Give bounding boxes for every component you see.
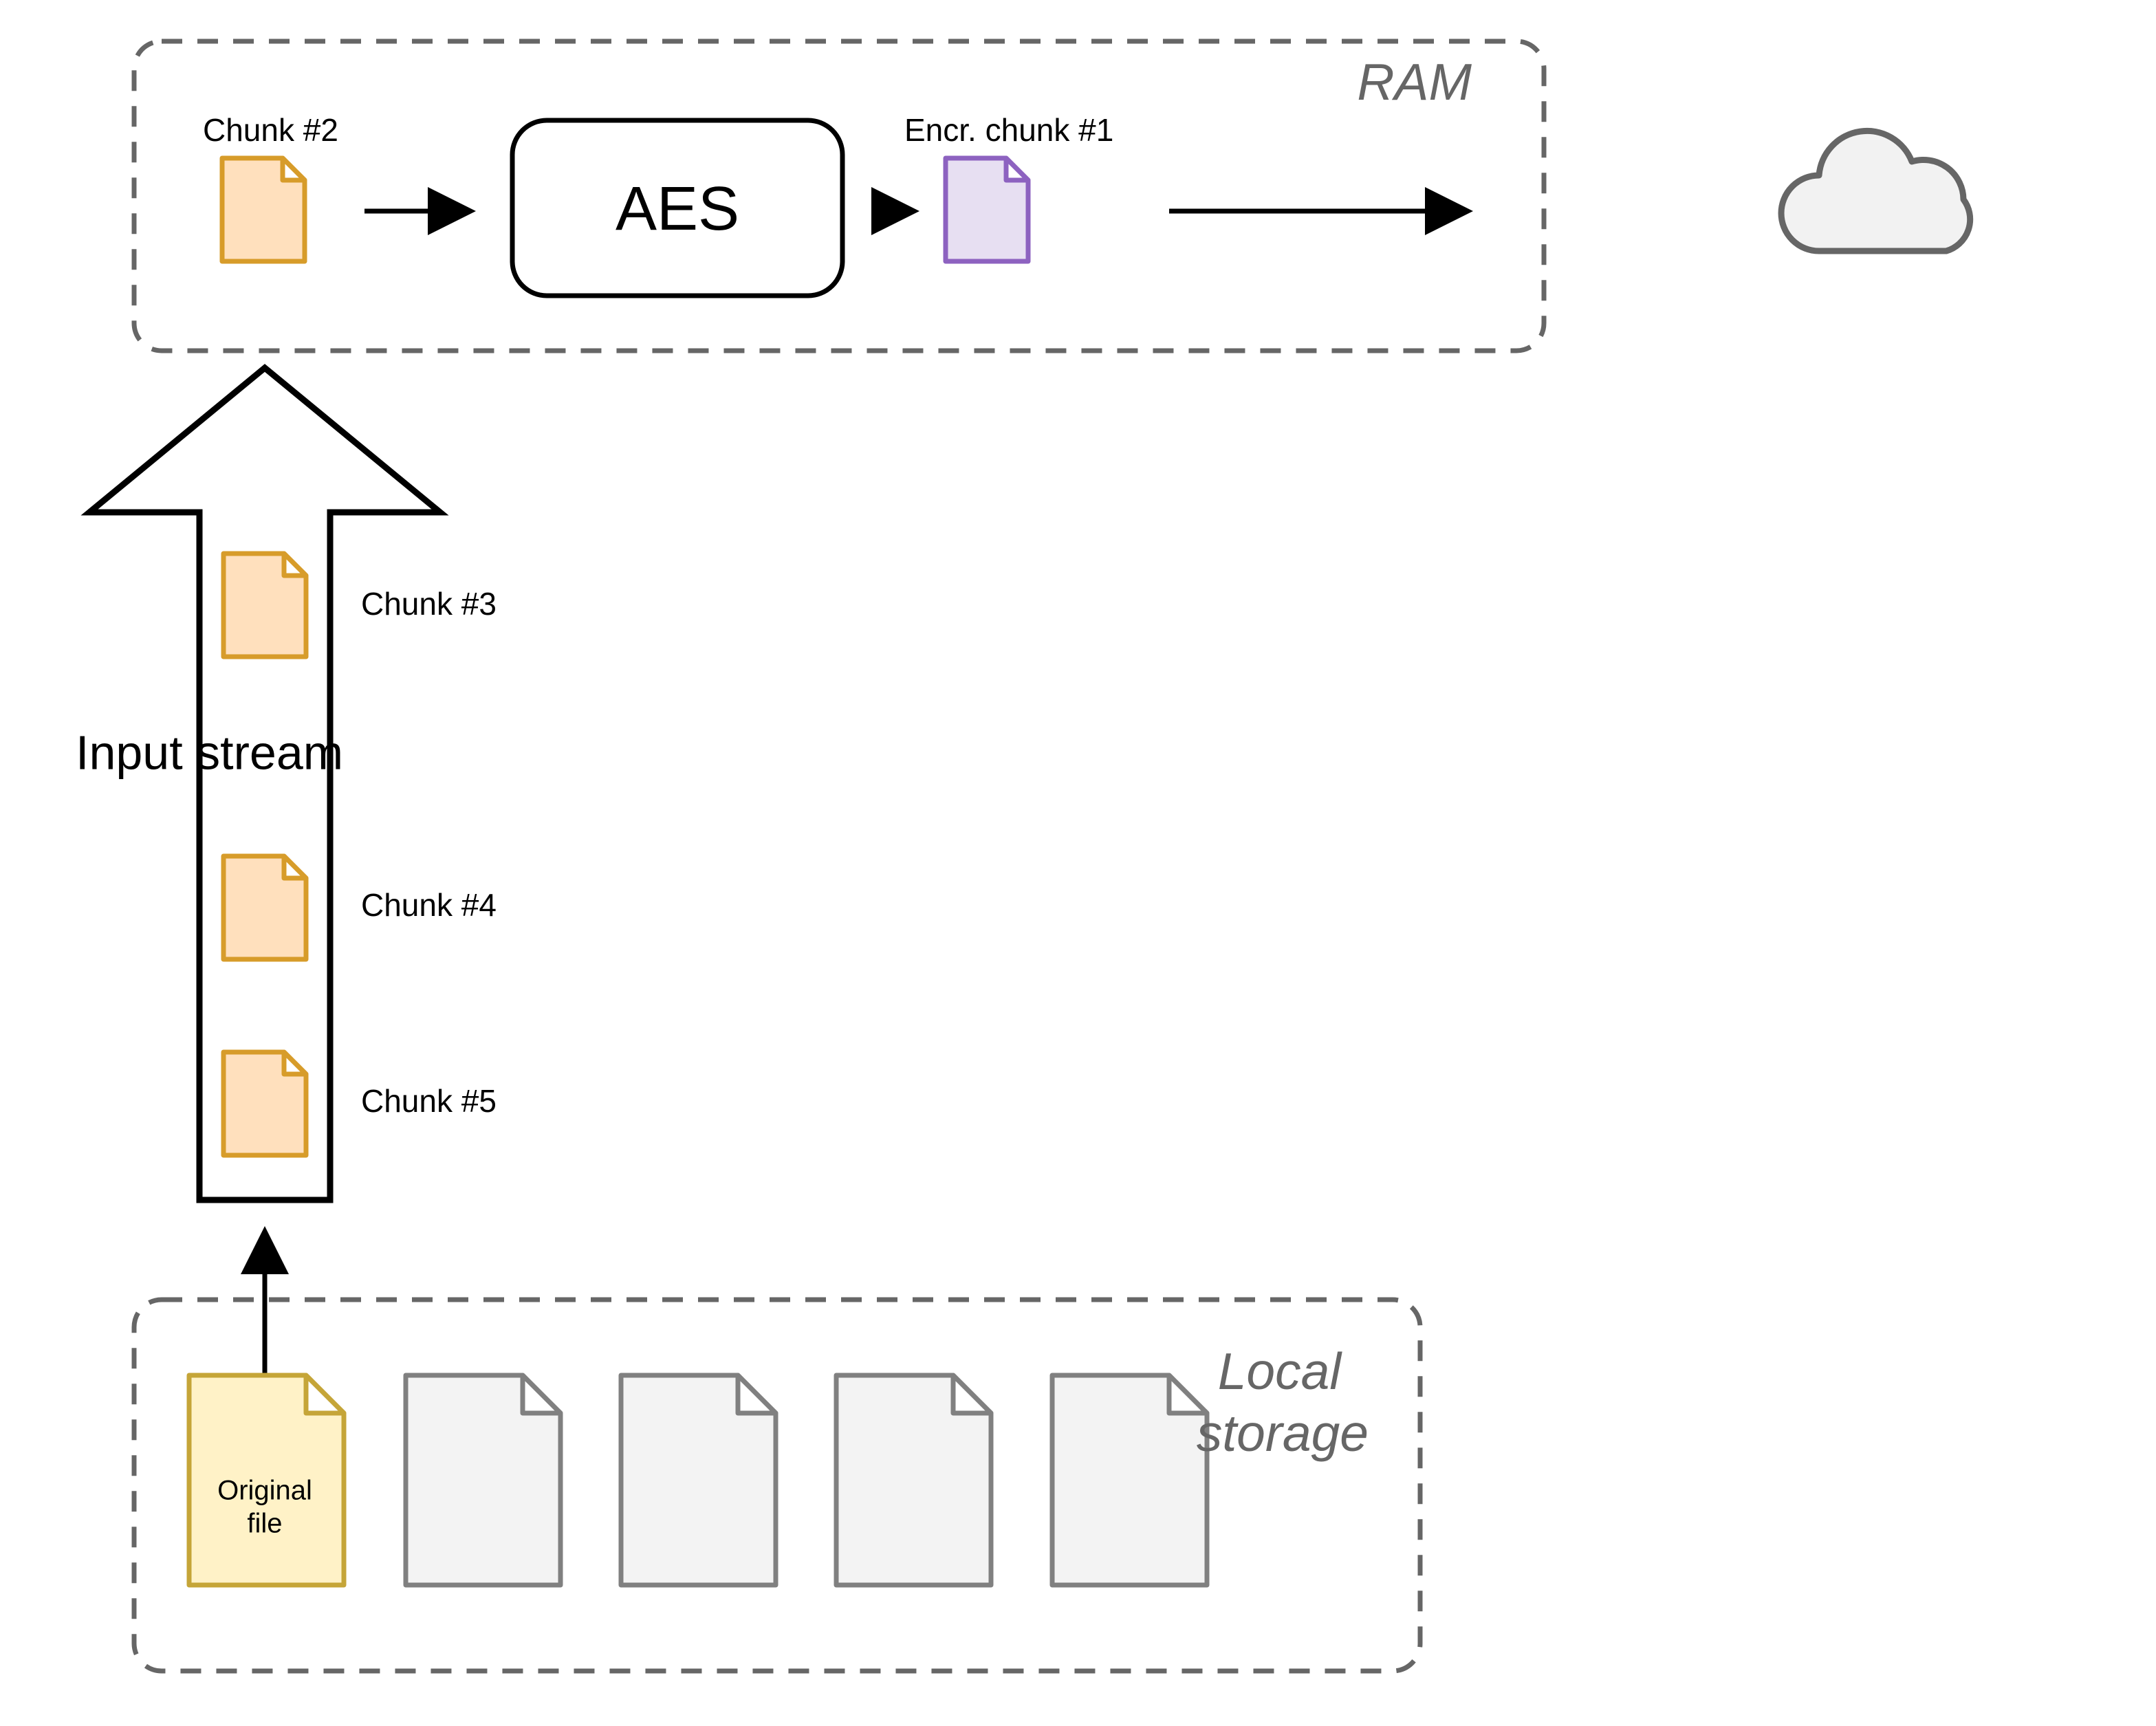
storage-file-3-doc <box>836 1375 991 1585</box>
chunk-3-doc <box>224 554 306 657</box>
chunk-3-label: Chunk #3 <box>361 586 497 622</box>
chunk-2-doc <box>222 158 305 261</box>
encrypted-chunk-1-label: Encr. chunk #1 <box>904 112 1113 148</box>
original-file-label-line2: file <box>247 1509 282 1539</box>
chunk-4-label: Chunk #4 <box>361 887 497 923</box>
local-storage-label-line2: storage <box>1197 1404 1369 1462</box>
ram-label: RAM <box>1357 53 1472 111</box>
storage-file-1-doc <box>406 1375 560 1585</box>
chunk-2-label: Chunk #2 <box>203 112 338 148</box>
chunk-5-doc <box>224 1052 306 1155</box>
chunk-4-doc <box>224 856 306 959</box>
local-storage-label-line1: Local <box>1218 1342 1343 1400</box>
encrypted-chunk-1-doc <box>946 158 1028 261</box>
storage-file-2-doc <box>621 1375 776 1585</box>
input-stream-label: Input stream <box>76 725 343 779</box>
aes-label: AES <box>616 175 739 243</box>
original-file-label-line1: Original <box>217 1476 312 1506</box>
chunk-5-label: Chunk #5 <box>361 1083 497 1119</box>
storage-file-4-doc <box>1052 1375 1207 1585</box>
